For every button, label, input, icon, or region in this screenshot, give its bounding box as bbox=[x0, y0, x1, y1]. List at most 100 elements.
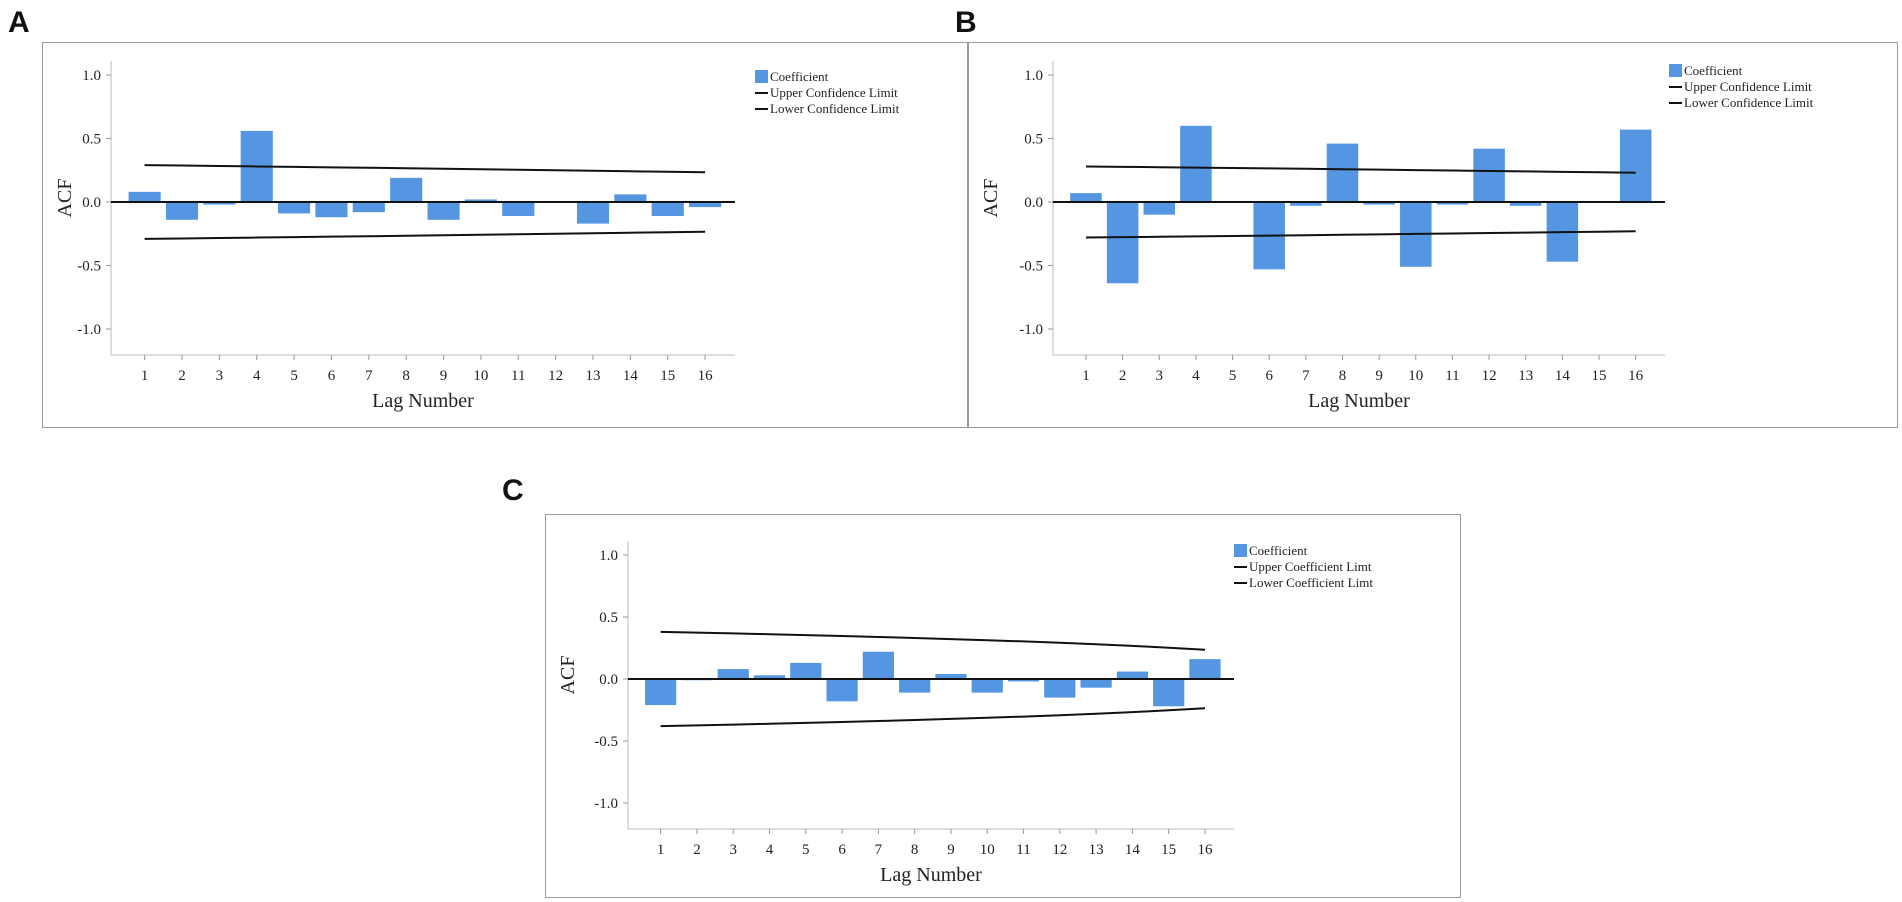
x-axis-title: Lag Number bbox=[1308, 390, 1410, 412]
legend-label-lower: Lower Coefficient Limt bbox=[1249, 575, 1373, 590]
bar-lag-8 bbox=[899, 679, 931, 693]
legend-label-coefficient: Coefficient bbox=[1684, 63, 1743, 78]
legend-label-upper: Upper Coefficient Limt bbox=[1249, 559, 1372, 574]
x-tick-label: 4 bbox=[766, 842, 774, 858]
x-tick-label: 15 bbox=[1592, 368, 1607, 384]
y-tick-label: 0.0 bbox=[599, 672, 618, 688]
upper-limit-line bbox=[1085, 165, 1636, 174]
y-axis-title: ACF bbox=[980, 179, 1002, 218]
x-tick-label: 15 bbox=[660, 368, 675, 384]
x-tick-label: 8 bbox=[911, 842, 919, 858]
y-tick-label: -0.5 bbox=[1019, 259, 1043, 275]
x-tick-label: 12 bbox=[548, 368, 563, 384]
bar-lag-3 bbox=[1143, 202, 1176, 215]
x-tick-label: 10 bbox=[1408, 368, 1423, 384]
legend-label-lower: Lower Confidence Limit bbox=[1684, 95, 1814, 110]
bar-lag-4 bbox=[1180, 125, 1212, 202]
bar-lag-12 bbox=[1473, 148, 1505, 202]
x-tick-label: 8 bbox=[1339, 368, 1347, 384]
x-tick-label: 9 bbox=[440, 368, 448, 384]
bar-lag-13 bbox=[1080, 679, 1112, 688]
x-tick-label: 14 bbox=[1125, 842, 1141, 858]
x-tick-label: 3 bbox=[216, 368, 224, 384]
upper-limit-line bbox=[660, 630, 1206, 651]
bar-lag-7 bbox=[352, 202, 385, 213]
x-tick-label: 3 bbox=[1156, 368, 1164, 384]
bar-lag-16 bbox=[1619, 129, 1652, 202]
x-tick-label: 16 bbox=[1628, 368, 1644, 384]
bar-lag-6 bbox=[826, 679, 858, 702]
y-tick-label: 0.0 bbox=[82, 195, 101, 211]
acf-chart-b: 1.0 0.5 0.0 -0.5 -1.0 1 2 3 4 5 6 7 8 9 10 11 12 13 14 15 16… bbox=[968, 42, 1898, 428]
bar-lag-13 bbox=[1509, 202, 1542, 206]
bar-lag-1 bbox=[128, 191, 161, 202]
y-tick-label: -1.0 bbox=[594, 796, 618, 812]
y-tick-label: 0.0 bbox=[1024, 195, 1043, 211]
x-axis-title: Lag Number bbox=[372, 390, 474, 412]
bar-lag-9 bbox=[935, 674, 967, 679]
x-tick-label: 9 bbox=[947, 842, 955, 858]
bar-lag-5 bbox=[278, 202, 311, 214]
x-tick-label: 10 bbox=[473, 368, 488, 384]
y-tick-label: -0.5 bbox=[594, 734, 618, 750]
x-tick-label: 16 bbox=[698, 368, 714, 384]
lower-limit-line bbox=[660, 707, 1206, 728]
x-tick-label: 6 bbox=[838, 842, 846, 858]
lower-limit-line bbox=[144, 230, 706, 240]
legend-label-coefficient: Coefficient bbox=[770, 69, 829, 84]
acf-chart-a: 1.0 0.5 0.0 -0.5 -1.0 1 2 3 4 5 6 7 8 9 10 11 12 13 14 15 16… bbox=[42, 42, 968, 428]
bar-lag-13 bbox=[576, 202, 610, 224]
bar-lag-9 bbox=[1363, 202, 1395, 205]
y-tick-label: 1.0 bbox=[1024, 68, 1043, 84]
acf-chart-c: 1.0 0.5 0.0 -0.5 -1.0 1 2 3 4 5 6 7 8 9 10 11 12 13 14 15 16… bbox=[545, 514, 1461, 898]
bar-lag-1 bbox=[645, 679, 677, 706]
bar-lag-6 bbox=[315, 202, 348, 218]
bar-lag-2 bbox=[1106, 202, 1139, 284]
x-tick-label: 5 bbox=[1229, 368, 1237, 384]
legend-label-upper: Upper Confidence Limit bbox=[770, 85, 898, 100]
x-tick-label: 13 bbox=[1089, 842, 1104, 858]
x-tick-label: 9 bbox=[1375, 368, 1383, 384]
x-tick-label: 2 bbox=[1119, 368, 1127, 384]
bar-lag-7 bbox=[1290, 202, 1322, 206]
x-tick-label: 10 bbox=[980, 842, 995, 858]
legend-label-coefficient: Coefficient bbox=[1249, 543, 1308, 558]
bar-lag-16 bbox=[689, 202, 722, 208]
bar-lag-4 bbox=[753, 675, 786, 679]
bar-lag-8 bbox=[390, 177, 423, 202]
bar-lag-11 bbox=[502, 202, 535, 216]
x-tick-label: 2 bbox=[693, 842, 701, 858]
bar-lag-14 bbox=[614, 194, 647, 202]
y-tick-label: 1.0 bbox=[82, 68, 101, 84]
y-tick-label: 0.5 bbox=[599, 610, 618, 626]
x-tick-label: 11 bbox=[1016, 842, 1030, 858]
bar-lag-11 bbox=[1436, 202, 1469, 205]
y-tick-label: -1.0 bbox=[77, 322, 101, 338]
y-tick-label: 0.5 bbox=[1024, 132, 1043, 148]
lower-limit-line bbox=[1085, 230, 1636, 239]
x-tick-label: 1 bbox=[141, 368, 149, 384]
bar-lag-16 bbox=[1189, 659, 1221, 679]
x-axis-title: Lag Number bbox=[880, 864, 982, 886]
x-tick-label: 6 bbox=[1265, 368, 1273, 384]
panel-label-b: B bbox=[955, 6, 977, 39]
bar-lag-11 bbox=[1007, 679, 1040, 682]
x-tick-label: 5 bbox=[290, 368, 298, 384]
bar-lag-8 bbox=[1326, 143, 1359, 202]
x-tick-label: 8 bbox=[402, 368, 410, 384]
bar-lag-7 bbox=[862, 651, 894, 679]
x-tick-label: 6 bbox=[328, 368, 336, 384]
x-tick-label: 2 bbox=[178, 368, 186, 384]
bar-lag-12 bbox=[1044, 679, 1076, 698]
bar-lag-10 bbox=[971, 679, 1003, 693]
x-tick-label: 16 bbox=[1197, 842, 1213, 858]
bar-lag-2 bbox=[165, 202, 199, 220]
y-tick-label: 0.5 bbox=[82, 132, 101, 148]
x-tick-label: 13 bbox=[586, 368, 601, 384]
y-axis-title: ACF bbox=[557, 656, 579, 695]
legend-label-lower: Lower Confidence Limit bbox=[770, 101, 900, 116]
x-tick-label: 1 bbox=[1082, 368, 1090, 384]
x-tick-label: 4 bbox=[253, 368, 261, 384]
x-tick-label: 1 bbox=[657, 842, 665, 858]
y-tick-label: -0.5 bbox=[77, 259, 101, 275]
